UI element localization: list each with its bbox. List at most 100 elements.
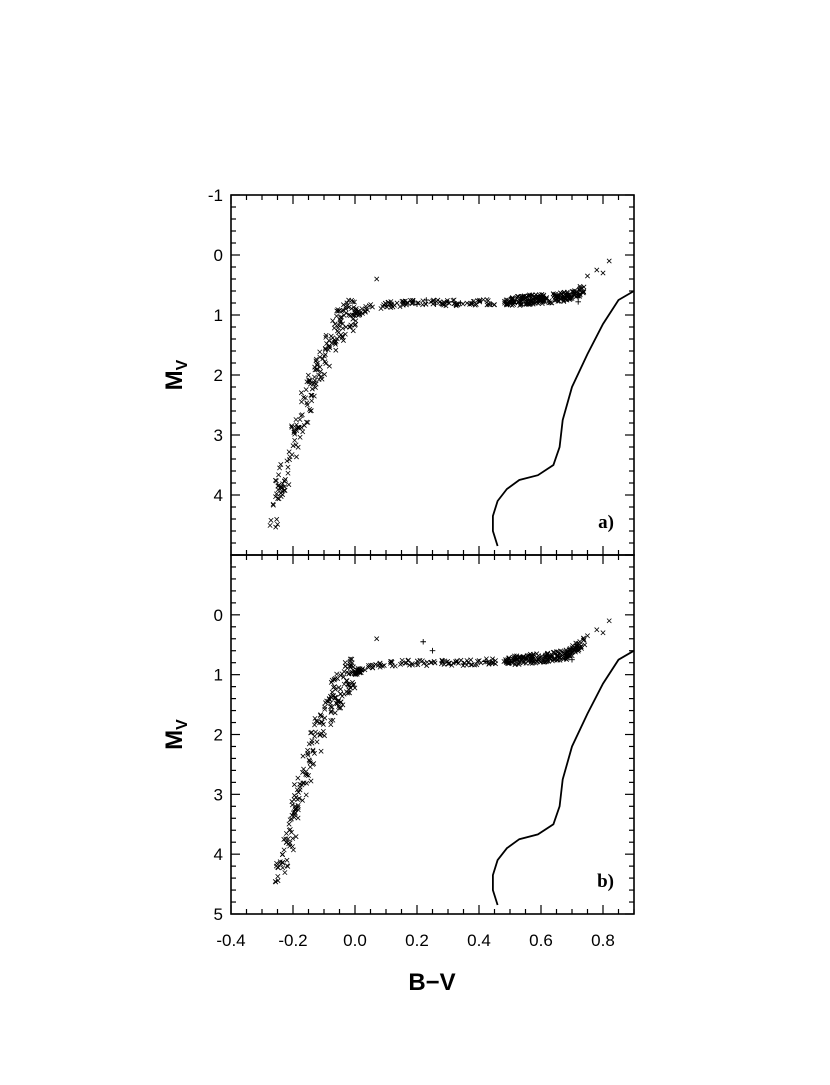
star-point-x xyxy=(332,321,338,327)
star-point-x xyxy=(330,318,336,324)
y-tick-label: 1 xyxy=(214,306,223,325)
star-point-x xyxy=(409,662,415,668)
y-tick-label: 2 xyxy=(214,366,223,385)
star-point-x xyxy=(299,782,305,788)
star-point-x xyxy=(326,344,332,350)
star-point-x xyxy=(537,298,543,304)
star-point-x xyxy=(322,352,328,358)
star-point-x xyxy=(350,299,356,305)
star-point-x xyxy=(282,476,288,482)
star-point-x xyxy=(343,663,349,669)
star-point-x xyxy=(369,304,375,310)
star-point-x xyxy=(335,308,341,314)
star-point-x xyxy=(282,478,288,484)
star-point-x xyxy=(328,704,334,710)
star-point-x xyxy=(310,748,316,754)
star-point-x xyxy=(538,295,544,301)
star-point-x xyxy=(307,378,313,384)
star-point-x xyxy=(366,664,372,670)
star-point-plus xyxy=(488,301,495,307)
star-point-x xyxy=(278,861,284,867)
star-point-x xyxy=(464,658,470,664)
star-point-x xyxy=(394,300,400,306)
star-point-plus xyxy=(414,661,420,667)
star-point-plus xyxy=(401,299,408,305)
star-point-x xyxy=(322,706,328,712)
star-point-plus xyxy=(482,658,488,665)
star-point-plus xyxy=(420,638,426,645)
star-point-x xyxy=(389,659,394,664)
star-point-x xyxy=(312,733,318,739)
star-point-x xyxy=(287,827,293,833)
star-point-x xyxy=(572,288,578,294)
star-point-x xyxy=(317,354,323,360)
star-point-x xyxy=(559,649,565,655)
isochrone-curve xyxy=(492,290,634,547)
star-point-x xyxy=(336,322,342,328)
star-point-x xyxy=(362,667,368,673)
star-point-x xyxy=(332,710,338,716)
star-point-x xyxy=(467,301,473,307)
star-point-x xyxy=(346,683,352,689)
star-point-x xyxy=(555,649,561,655)
star-point-x xyxy=(534,651,540,657)
star-point-x xyxy=(324,341,330,347)
star-point-x xyxy=(440,658,446,664)
star-point-x xyxy=(307,760,313,766)
star-point-x xyxy=(373,662,379,668)
star-point-x xyxy=(350,328,356,334)
star-point-x xyxy=(328,679,334,685)
star-point-x xyxy=(472,302,478,308)
star-point-x xyxy=(349,660,355,666)
star-point-x xyxy=(343,324,349,330)
star-point-x xyxy=(343,306,349,312)
x-tick-label: 0.0 xyxy=(343,931,367,950)
star-point-x xyxy=(397,304,403,310)
star-point-x xyxy=(405,300,411,305)
panel-b: 0 1 2 3 4 5 -0.4 -0.2 0.0 0.2 0.4 0.6 0.8 MV b) xyxy=(161,554,635,950)
star-point-x xyxy=(415,662,421,668)
star-point-x xyxy=(507,301,513,307)
star-point-x xyxy=(329,704,335,710)
star-point-x xyxy=(311,380,317,386)
star-point-x xyxy=(340,702,346,708)
star-point-x xyxy=(318,748,324,754)
star-point-x xyxy=(343,678,349,684)
star-point-x xyxy=(477,298,483,304)
star-point-x xyxy=(424,663,430,669)
star-point-x xyxy=(274,516,280,522)
star-point-x xyxy=(291,814,297,820)
star-point-x xyxy=(378,306,384,312)
star-point-x xyxy=(301,423,307,429)
star-point-x xyxy=(286,841,292,847)
star-point-x xyxy=(409,661,415,667)
x-axis-title: B−V xyxy=(408,969,455,996)
star-point-x xyxy=(295,789,301,795)
star-point-x xyxy=(555,657,561,663)
star-point-x xyxy=(434,298,440,304)
star-point-x xyxy=(347,324,353,330)
star-point-x xyxy=(336,685,342,691)
star-point-x xyxy=(341,674,347,680)
star-point-x xyxy=(320,356,326,362)
star-point-plus xyxy=(423,297,430,303)
star-point-x xyxy=(275,487,281,493)
star-point-x xyxy=(339,314,344,320)
star-point-x xyxy=(267,522,273,528)
star-point-x xyxy=(326,698,332,704)
star-point-x xyxy=(535,656,541,662)
star-point-x xyxy=(305,752,311,758)
star-point-x xyxy=(428,660,434,666)
star-point-x xyxy=(346,681,352,687)
star-point-x xyxy=(314,360,320,366)
y-tick-label: 1 xyxy=(214,666,223,685)
star-point-x xyxy=(333,347,339,353)
star-point-x xyxy=(275,521,281,527)
star-point-x xyxy=(384,304,390,310)
star-point-x xyxy=(509,295,515,301)
star-point-x xyxy=(323,334,329,340)
star-point-x xyxy=(385,299,391,305)
star-point-x xyxy=(594,267,600,273)
star-point-x xyxy=(277,465,283,471)
star-point-x xyxy=(322,733,328,739)
